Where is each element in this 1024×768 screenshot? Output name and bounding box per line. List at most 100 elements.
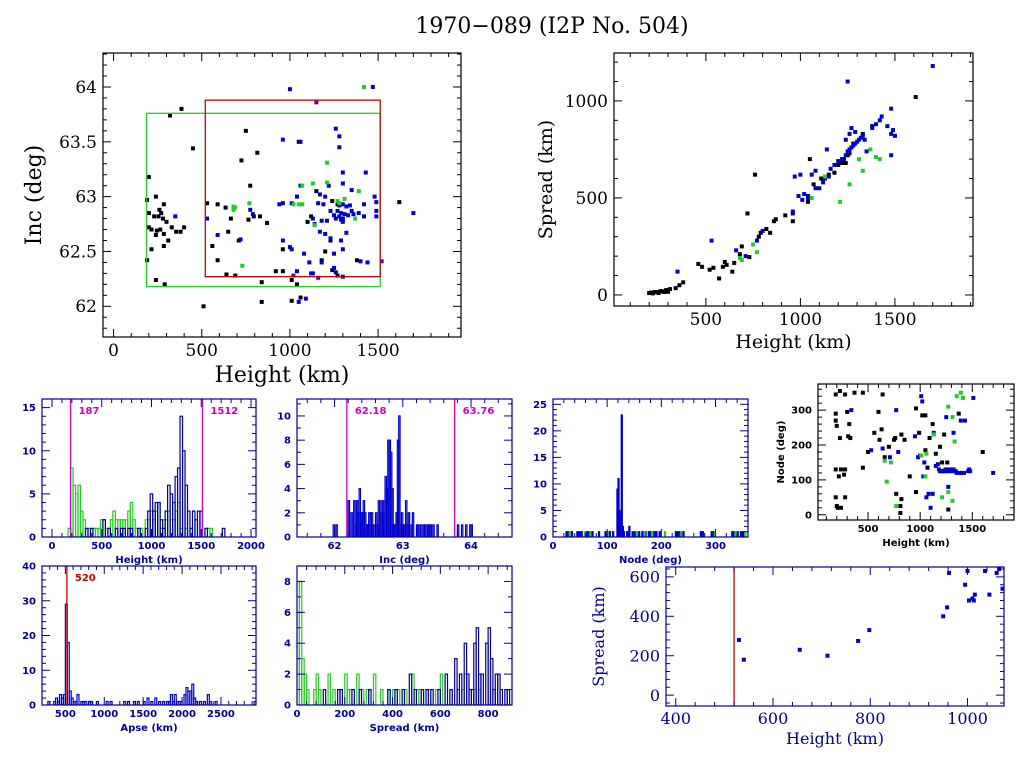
data-point bbox=[860, 133, 865, 138]
x-tick-label: 0 bbox=[48, 541, 55, 552]
y-tick-label: 200 bbox=[791, 441, 812, 452]
data-point bbox=[344, 204, 349, 209]
y-axis-label: Node (deg) bbox=[776, 421, 787, 484]
series-blue bbox=[736, 567, 1004, 662]
y-axis-label: Spread (km) bbox=[535, 120, 557, 239]
data-point bbox=[248, 207, 253, 212]
data-point bbox=[239, 158, 244, 163]
data-point bbox=[709, 238, 714, 243]
data-point bbox=[321, 202, 326, 207]
y-tick-label: 0 bbox=[597, 286, 608, 306]
data-point bbox=[923, 448, 928, 453]
x-axis-label: Height (km) bbox=[215, 363, 350, 388]
data-point bbox=[843, 153, 848, 158]
data-point bbox=[921, 474, 926, 479]
data-point bbox=[893, 436, 898, 441]
data-point bbox=[983, 568, 988, 573]
data-point bbox=[337, 145, 342, 150]
data-point bbox=[822, 174, 827, 179]
data-point bbox=[892, 133, 897, 138]
figure-title: 1970−089 (I2P No. 504) bbox=[415, 14, 689, 39]
data-point bbox=[287, 87, 292, 92]
data-point bbox=[951, 430, 956, 435]
data-point bbox=[335, 199, 340, 204]
series-green bbox=[297, 580, 482, 705]
histogram-bar bbox=[105, 700, 109, 705]
histogram-bar bbox=[169, 693, 173, 705]
histogram-bar bbox=[568, 531, 571, 537]
data-point bbox=[991, 470, 996, 475]
histogram-bar bbox=[191, 683, 195, 705]
data-point bbox=[696, 261, 701, 266]
data-point bbox=[356, 189, 361, 194]
histogram-bar bbox=[631, 531, 634, 537]
x-tick-label: 100 bbox=[597, 541, 618, 552]
data-point bbox=[298, 139, 303, 144]
data-point bbox=[717, 276, 722, 281]
data-point bbox=[739, 244, 744, 249]
data-point bbox=[302, 251, 307, 256]
y-tick-label: 10 bbox=[22, 446, 36, 457]
series-navy bbox=[322, 627, 511, 705]
y-tick-label: 25 bbox=[533, 400, 547, 411]
x-tick-label: 0 bbox=[294, 709, 301, 720]
x-tick-label: 1500 bbox=[356, 341, 399, 361]
y-axis-label: Inc (deg) bbox=[22, 145, 47, 246]
data-point bbox=[333, 270, 338, 275]
x-tick-label: 63 bbox=[396, 541, 410, 552]
data-point bbox=[215, 233, 220, 238]
histogram-bar bbox=[643, 531, 646, 537]
y-tick-label: 20 bbox=[533, 426, 547, 437]
histogram-bar bbox=[611, 531, 615, 537]
data-point bbox=[836, 162, 841, 167]
data-point bbox=[966, 598, 971, 603]
data-point bbox=[899, 497, 904, 502]
data-point bbox=[940, 460, 945, 465]
y-tick-label: 2 bbox=[284, 508, 291, 519]
data-point bbox=[289, 298, 294, 303]
data-point bbox=[294, 269, 299, 274]
data-point bbox=[832, 170, 837, 175]
data-point bbox=[886, 444, 891, 449]
data-point bbox=[923, 413, 928, 418]
x-tick-label: 0 bbox=[550, 541, 557, 552]
data-point bbox=[314, 100, 319, 105]
histogram-bar bbox=[107, 527, 111, 537]
x-axis-label: Inc (deg) bbox=[379, 555, 430, 566]
histogram-bar bbox=[327, 673, 332, 705]
data-point bbox=[736, 637, 741, 642]
data-point bbox=[251, 214, 256, 219]
x-axis-label: Spread (km) bbox=[370, 723, 440, 734]
data-point bbox=[843, 467, 848, 472]
data-point bbox=[323, 194, 328, 199]
data-point bbox=[930, 422, 935, 427]
data-point bbox=[238, 237, 243, 242]
data-point bbox=[894, 504, 899, 509]
x-tick-label: 400 bbox=[382, 709, 403, 720]
data-point bbox=[836, 474, 841, 479]
x-tick-label: 600 bbox=[758, 709, 789, 728]
plot-area bbox=[565, 414, 747, 537]
histogram-bar bbox=[464, 524, 468, 537]
data-point bbox=[310, 181, 315, 186]
y-tick-label: 10 bbox=[533, 479, 547, 490]
data-point bbox=[891, 128, 896, 133]
data-point bbox=[931, 432, 936, 437]
data-point bbox=[954, 394, 959, 399]
data-point bbox=[210, 243, 215, 248]
y-tick-label: 62.5 bbox=[59, 242, 97, 262]
x-axis-label: Height (km) bbox=[115, 555, 182, 566]
data-point bbox=[980, 450, 985, 454]
data-point bbox=[250, 212, 255, 217]
data-point bbox=[813, 186, 818, 191]
data-point bbox=[205, 216, 210, 221]
data-point bbox=[790, 219, 795, 224]
data-point bbox=[832, 162, 837, 167]
data-point bbox=[852, 390, 857, 395]
data-point bbox=[164, 219, 169, 224]
plot-area bbox=[332, 399, 474, 537]
data-point bbox=[889, 131, 894, 136]
y-tick-label: 0 bbox=[284, 533, 291, 544]
data-point bbox=[324, 160, 329, 165]
data-point bbox=[265, 220, 270, 225]
